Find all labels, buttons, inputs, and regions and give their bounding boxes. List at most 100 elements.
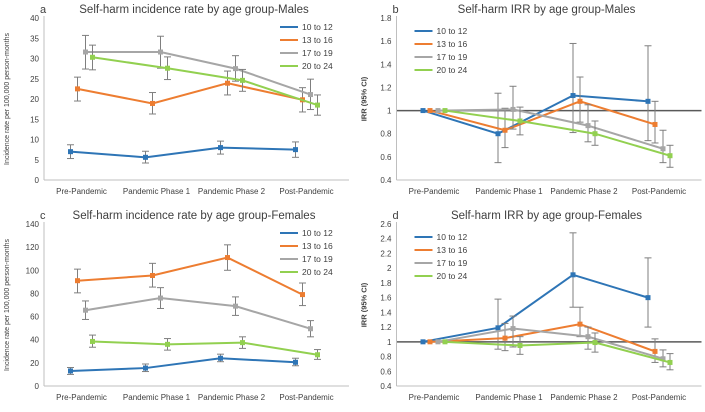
legend-label: 13 to 16 [302, 35, 333, 45]
data-point-marker [652, 121, 658, 127]
series-17-to-19 [435, 315, 667, 368]
x-category-label: Pandemic Phase 2 [550, 187, 618, 196]
x-category-label: Pandemic Phase 1 [475, 187, 543, 196]
y-tick-label: 1.4 [380, 60, 392, 69]
series-line [77, 256, 303, 296]
x-category-label: Pre-Pandemic [409, 187, 460, 196]
legend: 10 to 12 13 to 16 17 to 19 20 to 24 [414, 26, 468, 75]
data-point-marker [420, 108, 426, 114]
chart-irr-females: 0.4 0.6 0.8 1 1.2 1.4 1.6 1.8 2 2.2 2.4 2.6 Pre-Pand… [360, 210, 702, 402]
y-tick-label: 1 [387, 107, 392, 116]
data-point-marker [143, 154, 148, 160]
legend-label: 20 to 24 [437, 271, 468, 281]
data-point-marker [435, 108, 441, 114]
y-tick-label: 1 [387, 338, 392, 347]
y-tick-label: 0.4 [380, 382, 392, 391]
data-point-marker [420, 339, 426, 345]
legend-item: 17 to 19 [414, 258, 468, 268]
panel-letter: a [40, 4, 47, 16]
x-category-label: Pre-Pandemic [56, 187, 107, 196]
data-point-marker [158, 49, 163, 55]
x-category-label: Post-Pandemic [279, 393, 333, 402]
data-point-marker [502, 335, 508, 341]
y-tick-label: 120 [26, 243, 40, 252]
series-20-to-24 [89, 44, 321, 116]
data-point-marker [165, 65, 170, 71]
legend-item: 20 to 24 [280, 61, 333, 71]
data-point-marker [592, 131, 598, 137]
y-tick-label: 1.6 [380, 37, 392, 46]
legend: 10 to 12 13 to 16 17 to 19 20 to 24 [280, 228, 333, 277]
x-category-label: Pandemic Phase 2 [198, 393, 266, 402]
y-tick-label: 2.4 [380, 235, 392, 244]
data-point-marker [495, 131, 501, 137]
panel-title: Self-harm incidence rate by age group-Fe… [73, 210, 316, 222]
legend-item: 13 to 16 [280, 35, 333, 45]
data-point-marker [225, 80, 230, 86]
series-line [422, 273, 649, 343]
x-category-label: Pandemic Phase 2 [198, 187, 266, 196]
panel-title: Self-harm IRR by age group-Females [451, 210, 642, 222]
legend-item: 17 to 19 [280, 254, 333, 264]
data-point-marker [660, 146, 666, 152]
series-17-to-19 [82, 287, 314, 338]
y-tick-label: 0.8 [380, 353, 392, 362]
series-17-to-19 [435, 85, 667, 164]
series-line [444, 109, 671, 157]
y-axis-title: IRR (95% CI) [360, 282, 369, 327]
legend-label: 17 to 19 [302, 254, 333, 264]
data-point-marker [570, 272, 576, 278]
y-tick-label: 60 [30, 313, 39, 322]
y-tick-label: 140 [26, 220, 40, 229]
legend-label: 17 to 19 [437, 258, 468, 268]
data-point-marker [165, 341, 170, 347]
data-point-marker [442, 108, 448, 114]
y-axis-title: Incidence rate per 100,000 person-months [4, 239, 11, 371]
series-20-to-24 [89, 334, 321, 360]
legend-label: 13 to 16 [437, 245, 468, 255]
data-point-marker [495, 325, 501, 331]
series-line [77, 82, 303, 105]
x-category-label: Pandemic Phase 1 [123, 393, 191, 402]
legend-label: 10 to 12 [302, 228, 333, 238]
y-tick-label: 1.8 [380, 279, 392, 288]
data-point-marker [427, 108, 433, 114]
data-point-marker [233, 303, 238, 309]
series-13-to-16 [74, 70, 306, 115]
data-point-marker [90, 54, 95, 60]
legend-label: 13 to 16 [302, 241, 333, 251]
y-tick-label: 20 [30, 95, 39, 104]
y-tick-label: 10 [30, 136, 39, 145]
data-point-marker [75, 86, 80, 92]
data-point-marker [570, 93, 576, 99]
y-tick-label: 35 [30, 34, 39, 43]
legend-item: 17 to 19 [280, 48, 333, 58]
y-tick-label: 5 [35, 156, 40, 165]
data-point-marker [68, 149, 73, 155]
y-tick-label: 0.6 [380, 153, 392, 162]
data-point-marker [645, 295, 651, 301]
y-tick-label: 0 [35, 176, 40, 185]
legend-item: 20 to 24 [280, 267, 333, 277]
panel-title: Self-harm incidence rate by age group-Ma… [79, 4, 309, 16]
data-point-marker [240, 340, 245, 346]
x-category-label: Pre-Pandemic [409, 393, 460, 402]
legend-label: 20 to 24 [437, 65, 468, 75]
panel-letter: b [393, 4, 399, 16]
legend-label: 20 to 24 [302, 61, 333, 71]
data-point-marker [300, 292, 305, 298]
data-point-marker [427, 339, 433, 345]
series-line [92, 340, 318, 356]
legend-item: 20 to 24 [414, 65, 468, 75]
chart-incidence-males: 0 5 10 15 20 25 30 35 40 Pre-Pandemic Pandemic Pha… [4, 4, 349, 196]
data-point-marker [315, 102, 320, 108]
y-tick-label: 30 [30, 55, 39, 64]
y-tick-label: 20 [30, 359, 39, 368]
data-point-marker [510, 106, 516, 112]
data-point-marker [225, 255, 230, 261]
legend-item: 20 to 24 [414, 271, 468, 281]
panel-a: 0 5 10 15 20 25 30 35 40 Pre-Pandemic Pandemic Pha… [0, 0, 352, 206]
series-line [437, 327, 664, 360]
legend-label: 20 to 24 [302, 267, 333, 277]
